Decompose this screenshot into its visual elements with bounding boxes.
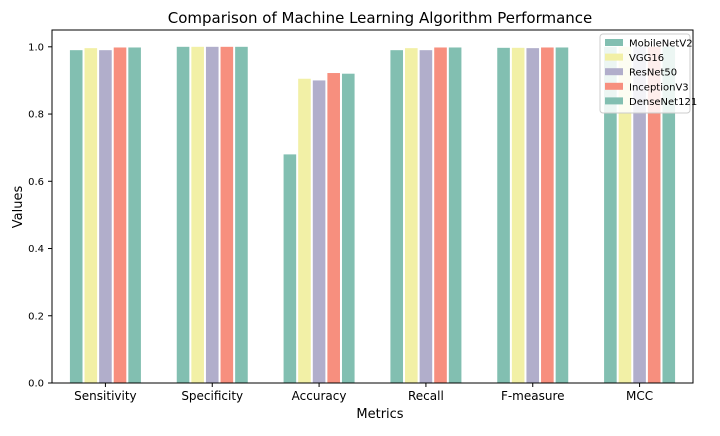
bar-vgg16-mcc [618, 46, 632, 384]
bar-mobilenetv2-f-measure [497, 47, 510, 383]
bar-mobilenetv2-recall [390, 50, 404, 384]
chart-title: Comparison of Machine Learning Algorithm… [168, 9, 593, 27]
bar-densenet121-specificity [235, 46, 248, 384]
bar-vgg16-specificity [191, 46, 204, 384]
legend-swatch [605, 97, 623, 105]
bar-vgg16-sensitivity [84, 48, 98, 384]
legend-entry-label: InceptionV3 [629, 82, 689, 93]
bar-resnet50-sensitivity [99, 50, 112, 384]
bar-inceptionv3-specificity [220, 46, 234, 384]
x-tick-label: Sensitivity [74, 389, 136, 403]
legend-entry-label: MobileNetV2 [629, 39, 693, 50]
legend-entry-label: DenseNet121 [629, 97, 697, 108]
bar-mobilenetv2-accuracy [283, 154, 297, 383]
y-tick-label: 0.4 [28, 244, 44, 255]
bar-inceptionv3-f-measure [541, 47, 554, 383]
bar-mobilenetv2-sensitivity [69, 50, 83, 384]
y-tick-label: 0.6 [28, 177, 44, 188]
legend-swatch [605, 82, 623, 90]
x-tick-label: MCC [626, 389, 653, 403]
y-axis-label: Values [11, 186, 26, 229]
bar-densenet121-sensitivity [128, 47, 141, 383]
bar-resnet50-accuracy [312, 80, 326, 384]
legend-swatch [605, 53, 623, 61]
x-tick-label: Recall [408, 389, 444, 403]
bars-layer [69, 46, 676, 384]
x-axis-label: Metrics [356, 407, 403, 422]
x-tick-label: F-measure [501, 389, 565, 403]
bar-mobilenetv2-specificity [176, 46, 190, 384]
bar-densenet121-mcc [662, 46, 676, 384]
bar-inceptionv3-recall [434, 47, 447, 383]
axes-layer: 0.0 0.2 0.4 0.6 0.8 1.0 Sensitivity Specificity… [28, 29, 694, 403]
bar-resnet50-specificity [205, 46, 219, 384]
bar-resnet50-f-measure [526, 48, 540, 384]
bar-inceptionv3-mcc [647, 46, 661, 384]
bar-inceptionv3-sensitivity [113, 47, 127, 383]
y-tick-label: 0.2 [28, 311, 44, 322]
x-tick-label: Accuracy [292, 389, 347, 403]
y-tick-label: 1.0 [28, 42, 44, 53]
bar-densenet121-accuracy [341, 73, 355, 383]
legend-entry-label: VGG16 [629, 53, 664, 64]
legend: MobileNetV2 VGG16 ResNet50 InceptionV3 Dense… [599, 33, 697, 114]
bar-vgg16-recall [405, 48, 418, 384]
bar-resnet50-mcc [633, 46, 646, 384]
bar-densenet121-f-measure [555, 47, 569, 383]
y-tick-label: 0.0 [28, 379, 44, 390]
bar-inceptionv3-accuracy [327, 73, 340, 383]
y-tick-label: 0.8 [28, 110, 44, 121]
bar-vgg16-accuracy [298, 78, 311, 383]
x-tick-label: Specificity [181, 389, 243, 403]
bar-vgg16-f-measure [511, 47, 525, 383]
bar-mobilenetv2-mcc [604, 46, 617, 384]
bar-resnet50-recall [419, 50, 433, 384]
plot-frame [51, 29, 694, 384]
bar-densenet121-recall [448, 47, 462, 383]
legend-swatch [605, 39, 623, 46]
legend-entry-label: ResNet50 [629, 68, 677, 79]
legend-swatch [605, 68, 623, 76]
